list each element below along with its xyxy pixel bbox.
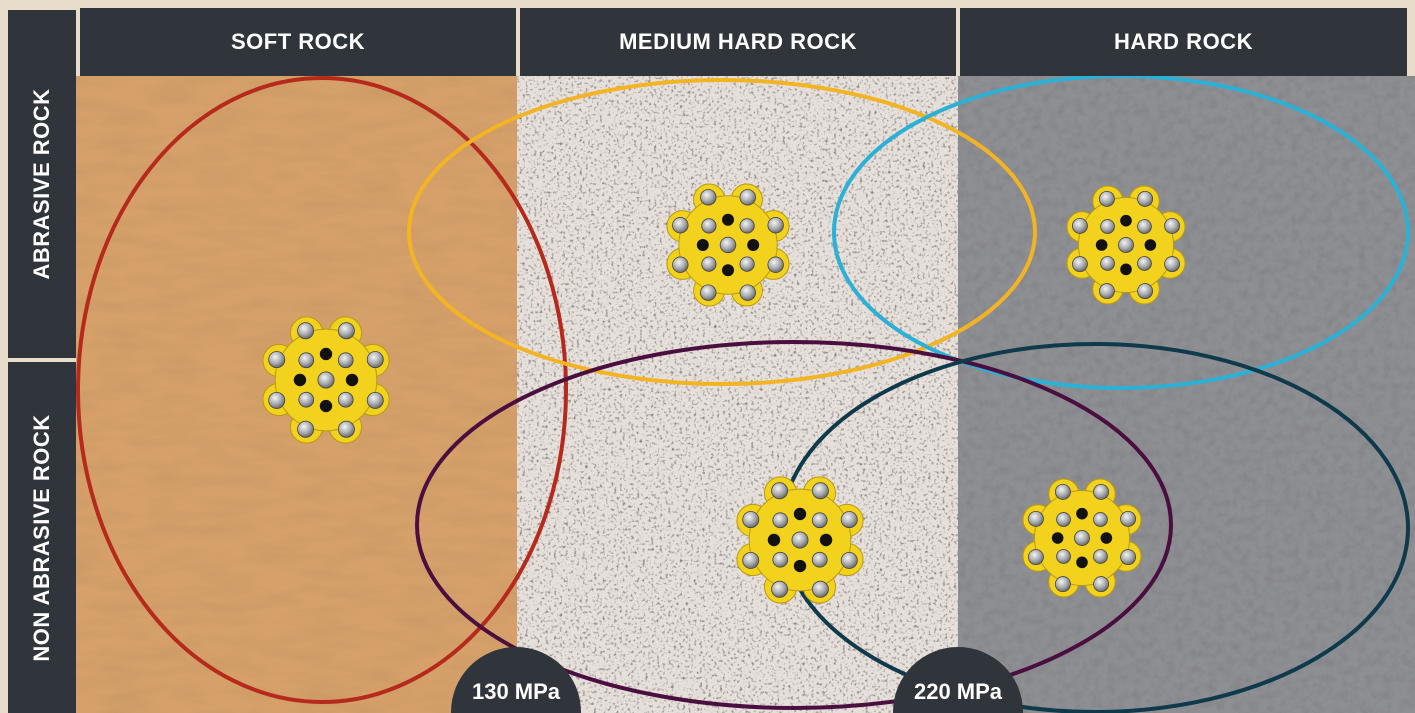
column-header-medium-hard-rock: MEDIUM HARD ROCK	[520, 8, 956, 76]
medium-abrasive-bit-icon	[666, 183, 790, 307]
row-label-non-abrasive-rock: NON ABRASIVE ROCK	[29, 413, 54, 662]
medium-non-abrasive-bit-icon	[736, 476, 864, 604]
row-header-non-abrasive-rock: NON ABRASIVE ROCK	[8, 362, 76, 713]
hard-rock-grain	[958, 76, 1415, 713]
threshold-label-220: 220 MPa	[913, 679, 1003, 704]
rock-backgrounds	[76, 76, 1415, 713]
soft-rock-zone	[76, 76, 568, 704]
column-header-hard-rock: HARD ROCK	[960, 8, 1407, 76]
zone-ellipses	[76, 74, 1410, 713]
soft-rock-bit-icon	[262, 316, 390, 444]
drill-bits	[262, 183, 1186, 604]
hard-abrasive-zone	[832, 74, 1410, 390]
hard-abrasive-bit-icon	[1066, 185, 1186, 305]
threshold-badge-130: 130 MPa	[451, 647, 581, 713]
threshold-label-130: 130 MPa	[471, 679, 561, 704]
column-label-soft-rock: SOFT ROCK	[230, 29, 366, 54]
row-label-abrasive-rock: ABRASIVE ROCK	[29, 88, 54, 280]
medium-rock-grain	[517, 76, 958, 713]
row-header-abrasive-rock: ABRASIVE ROCK	[8, 10, 76, 358]
medium-abrasive-zone	[407, 78, 1037, 386]
column-label-hard-rock: HARD ROCK	[1114, 29, 1253, 54]
hard-non-abrasive-bit-icon	[1022, 478, 1142, 598]
column-header-soft-rock: SOFT ROCK	[80, 8, 516, 76]
medium-non-abrasive-zone	[415, 340, 1173, 710]
column-label-medium-hard-rock: MEDIUM HARD ROCK	[619, 29, 857, 54]
